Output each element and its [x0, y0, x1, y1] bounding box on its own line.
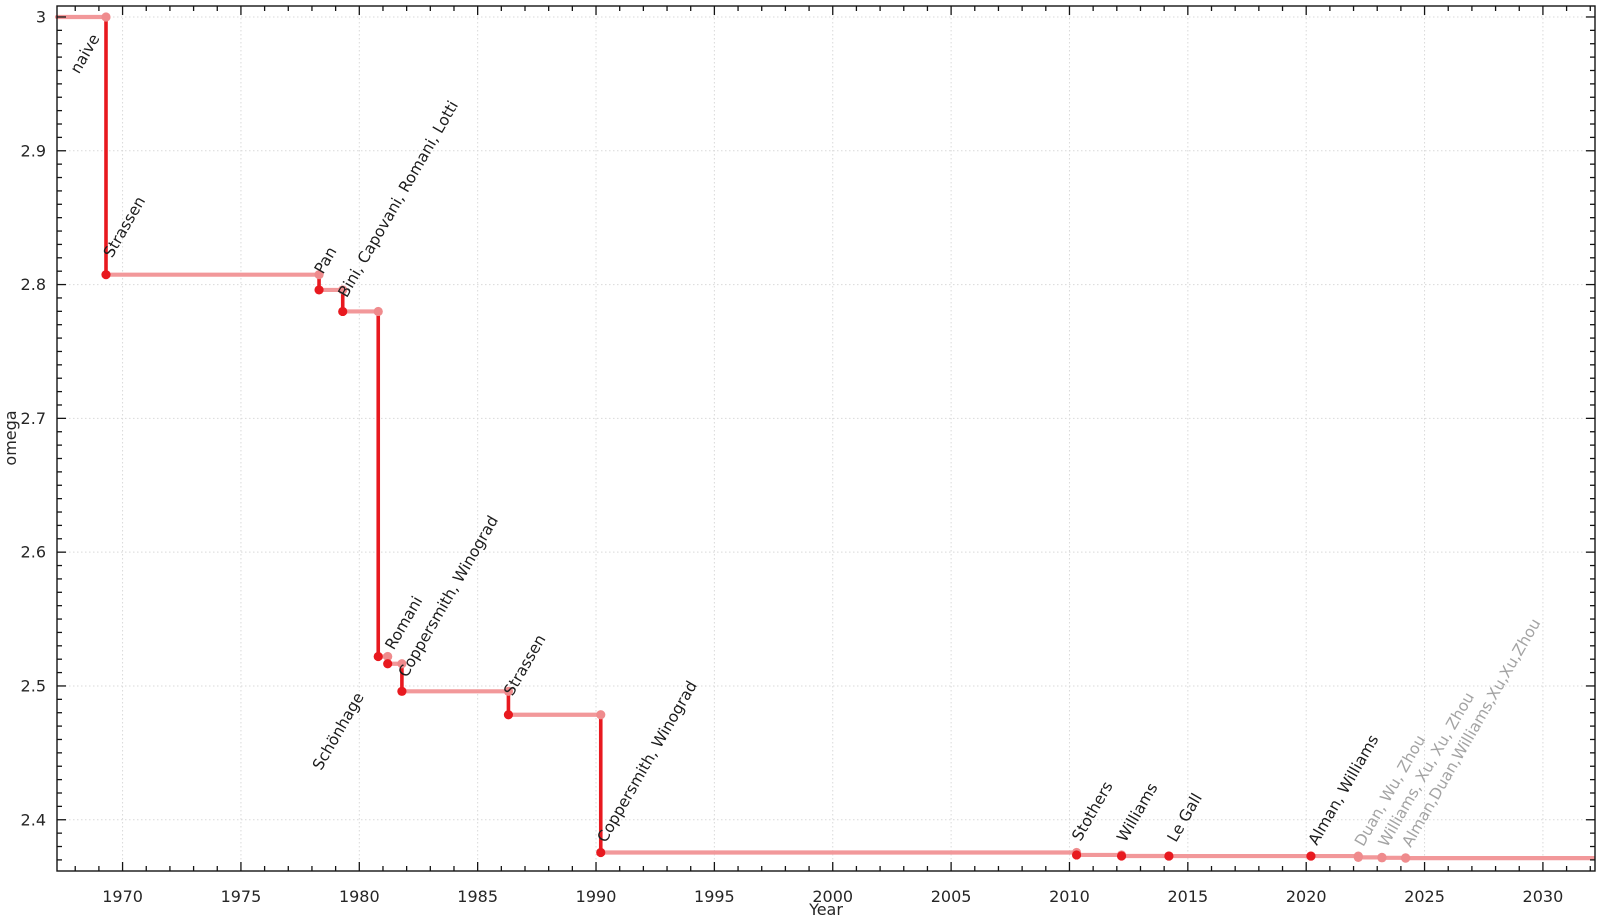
- x-tick-label: 2010: [1049, 887, 1090, 906]
- x-tick-label: 1995: [694, 887, 735, 906]
- annotation-label: Alman,Duan,Williams,Xu,Xu,Zhou: [1398, 615, 1544, 850]
- step-series: [54, 12, 1595, 863]
- data-point: [596, 847, 606, 858]
- annotation-label: Williams: [1113, 780, 1161, 845]
- data-point: [373, 651, 383, 662]
- data-point: [1377, 853, 1387, 863]
- annotation-label: Coppersmith, Winograd: [594, 678, 701, 846]
- x-tick-label: 1985: [457, 887, 498, 906]
- data-point-previous: [596, 710, 606, 720]
- y-tick-label: 2.7: [21, 409, 46, 428]
- plot-frame: [56, 5, 1596, 872]
- x-tick-label: 1975: [221, 887, 262, 906]
- data-point: [101, 270, 111, 280]
- x-tick-label: 1970: [102, 887, 143, 906]
- data-point: [1071, 850, 1082, 860]
- annotation-label: naive: [67, 31, 104, 77]
- x-tick-label: 2020: [1286, 887, 1327, 906]
- axes-frame: [56, 5, 1596, 872]
- data-point: [397, 686, 407, 696]
- data-point-previous: [373, 306, 383, 317]
- data-point-previous: [314, 270, 324, 280]
- x-tick-label: 2030: [1523, 887, 1564, 906]
- data-point-previous: [338, 285, 348, 295]
- data-point: [338, 306, 348, 317]
- x-tick-label: 2015: [1167, 887, 1208, 906]
- data-point: [314, 285, 324, 295]
- data-point-previous: [101, 12, 111, 22]
- x-tick-label: 1990: [576, 887, 617, 906]
- x-axis-label: Year: [808, 900, 843, 919]
- x-tick-label: 1980: [339, 887, 380, 906]
- x-tick-label: 2025: [1404, 887, 1445, 906]
- y-tick-label: 2.9: [21, 141, 46, 160]
- y-tick-label: 2.6: [21, 543, 46, 562]
- data-point: [383, 659, 393, 669]
- y-axis-label: omega: [1, 410, 20, 465]
- annotation-label: Stothers: [1068, 778, 1116, 844]
- tick-labels: 1970 1975 1980 1985 1990 1995 2000 2005 2010 2015…: [21, 7, 1564, 906]
- data-point: [1306, 851, 1316, 861]
- annotation-label: Strassen: [500, 631, 549, 698]
- annotation-label: Bini, Capovani, Romani, Lotti: [335, 98, 462, 301]
- grid: [57, 6, 1595, 871]
- data-point: [1353, 852, 1363, 862]
- annotation-label: Le Gall: [1164, 790, 1206, 845]
- data-point: [503, 710, 514, 720]
- y-tick-label: 2.8: [21, 275, 46, 294]
- data-point-previous: [397, 659, 407, 669]
- y-tick-label: 2.4: [21, 810, 46, 829]
- x-tick-label: 2000: [812, 887, 853, 906]
- x-tick-label: 2005: [931, 887, 972, 906]
- data-point-previous: [503, 686, 514, 696]
- data-point: [1164, 851, 1174, 861]
- data-point-previous: [383, 651, 393, 662]
- data-point: [1116, 851, 1127, 861]
- y-tick-label: 3: [36, 7, 46, 26]
- data-point: [1401, 853, 1411, 863]
- y-tick-label: 2.5: [21, 676, 46, 695]
